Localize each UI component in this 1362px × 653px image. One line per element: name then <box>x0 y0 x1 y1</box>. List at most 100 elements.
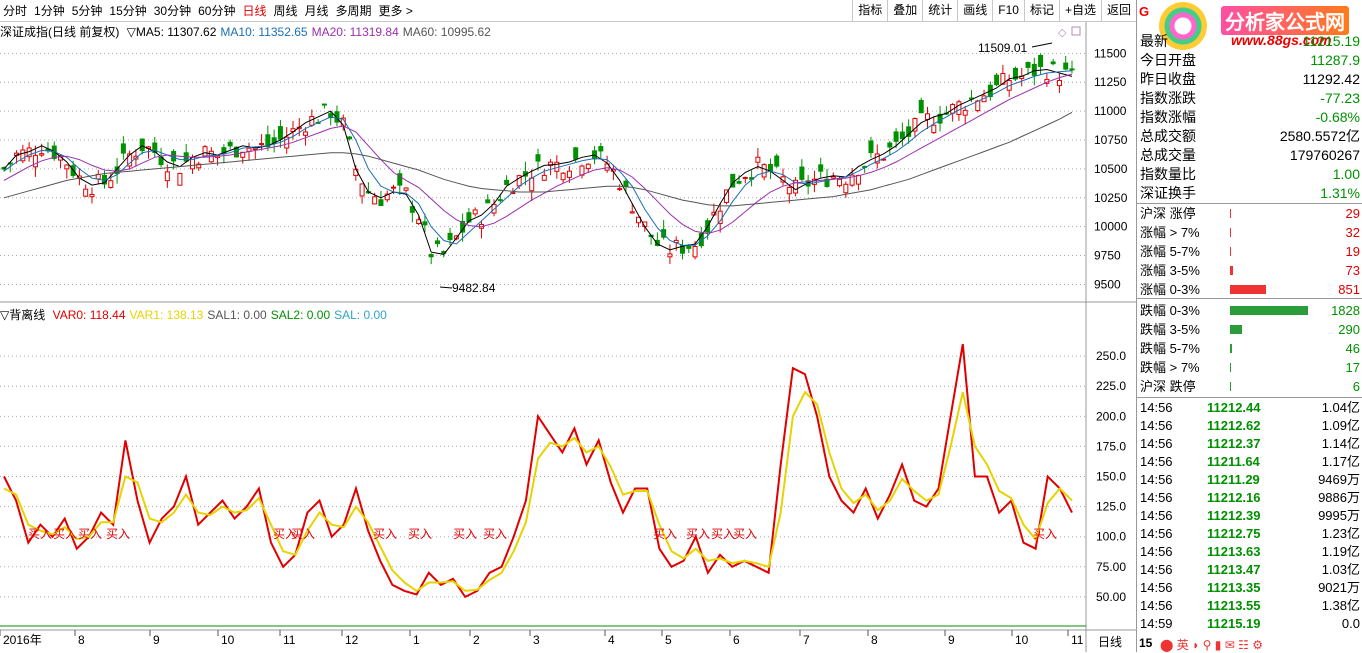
tick-volume: 1.04亿 <box>1321 400 1360 415</box>
period-tab[interactable]: 60分钟 <box>198 4 236 18</box>
candle-body <box>956 101 962 115</box>
period-tab[interactable]: 5分钟 <box>71 4 103 18</box>
buy-signal-label: 买入 <box>711 527 735 541</box>
candle-body <box>372 196 378 205</box>
candle <box>723 189 729 205</box>
period-tab[interactable]: 日线 <box>242 4 267 18</box>
tool-button[interactable]: +自选 <box>1058 0 1101 21</box>
quote-label: 总成交额 <box>1140 128 1196 144</box>
indicator-title[interactable]: ▽背离线 <box>0 308 46 322</box>
candle-body <box>937 113 943 124</box>
tick-volume: 9886万 <box>1318 490 1360 505</box>
candle-body <box>529 177 535 192</box>
tick-row: 14:56 11212.39 9995万 <box>1140 507 1360 525</box>
breadth-value: 1828 <box>1331 303 1360 318</box>
candle-body <box>1031 63 1037 76</box>
period-tab[interactable]: 15分钟 <box>109 4 147 18</box>
candle <box>384 190 390 203</box>
tool-button[interactable]: 返回 <box>1100 0 1136 21</box>
candle-body <box>120 143 126 154</box>
x-tick-label: 2 <box>473 633 480 647</box>
candle-body <box>403 187 409 191</box>
tick-row: 14:56 11212.62 1.09亿 <box>1140 417 1360 435</box>
tick-time: 14:59 <box>1140 616 1173 631</box>
candle <box>661 219 667 240</box>
main-chart-title: 深证成指(日线 前复权) <box>0 25 120 39</box>
breadth-label: 跌幅 0-3% <box>1140 303 1200 318</box>
y-tick-label: 75.00 <box>1096 560 1126 574</box>
x-tick-label: 12 <box>345 633 359 647</box>
candle-body <box>1069 68 1075 71</box>
candle-body <box>83 188 89 197</box>
candle-body <box>196 163 202 169</box>
candle <box>1056 73 1062 93</box>
candle <box>403 187 409 193</box>
tick-price: 11211.64 <box>1207 454 1260 469</box>
period-tab[interactable]: 分时 <box>3 4 28 18</box>
candle-body <box>818 164 824 172</box>
candle <box>478 220 484 239</box>
quote-label: 指数涨幅 <box>1140 109 1196 125</box>
tool-button[interactable]: F10 <box>992 0 1024 21</box>
candle-body <box>1012 67 1018 80</box>
tick-volume: 9021万 <box>1318 580 1360 595</box>
period-tab[interactable]: 多周期 <box>335 4 372 18</box>
candle-body <box>259 143 265 146</box>
ma-line-ma60 <box>3 111 1073 207</box>
period-tab[interactable]: 1分钟 <box>34 4 65 18</box>
candle <box>227 139 233 150</box>
tick-row: 14:56 11213.47 1.03亿 <box>1140 561 1360 579</box>
quote-label: 指数量比 <box>1140 166 1196 182</box>
breadth-bar <box>1230 247 1231 256</box>
period-tab[interactable]: 周线 <box>273 4 298 18</box>
candle <box>152 136 158 158</box>
candle-body <box>164 171 170 182</box>
tick-volume: 1.19亿 <box>1321 544 1360 559</box>
tool-button[interactable]: 指标 <box>852 0 887 21</box>
candle <box>818 157 824 178</box>
y-tick-label: 11000 <box>1094 104 1127 118</box>
candle <box>485 194 491 204</box>
breadth-bar <box>1230 209 1231 218</box>
tool-button[interactable]: 标记 <box>1023 0 1059 21</box>
brand-logo: G 分析家公式网 www.88gs.com <box>1137 0 1362 52</box>
tool-button[interactable]: 叠加 <box>887 0 922 21</box>
candle-body <box>384 193 390 201</box>
period-tab[interactable]: 30分钟 <box>153 4 192 18</box>
candle-body <box>868 140 874 154</box>
quote-row: 今日开盘 11287.9 <box>1140 51 1360 70</box>
x-tick-label: 4 <box>608 633 615 647</box>
candle-body <box>359 183 365 197</box>
tick-price: 11212.44 <box>1207 400 1261 415</box>
tool-button[interactable]: 画线 <box>957 0 992 21</box>
y-tick-label: 50.00 <box>1096 590 1126 604</box>
candle <box>1050 58 1056 66</box>
candle-body <box>1056 79 1062 87</box>
candle <box>171 149 177 170</box>
candle-body <box>328 113 334 119</box>
legend-item: VAR0: 118.44 <box>52 308 126 322</box>
candle <box>347 136 353 141</box>
period-tab[interactable]: 月线 <box>304 4 329 18</box>
period-toolbar: 分时 1分钟 5分钟 15分钟 30分钟 60分钟 日线 周线 月线 多周期 更多 > 指标 叠加 统计… <box>0 0 1136 22</box>
tool-button[interactable]: 统计 <box>922 0 957 21</box>
candle <box>535 148 541 171</box>
panel-separator <box>1137 203 1362 204</box>
candle-body <box>566 170 572 178</box>
buy-signal-label: 买入 <box>28 527 52 541</box>
period-label[interactable]: 日线 <box>1098 635 1123 649</box>
candle-body <box>1000 73 1006 85</box>
candle-body <box>334 111 340 123</box>
tool-buttons: 指标 叠加 统计 画线 F10 标记 +自选 返回 <box>852 0 1136 22</box>
breadth-label: 跌幅 5-7% <box>1140 341 1200 356</box>
candle <box>265 125 271 151</box>
chart-area[interactable]: 11500 11250 11000 10750 10500 10250 10000 9750 9… <box>0 0 1136 652</box>
candle <box>793 177 799 197</box>
x-tick-label: 7 <box>803 633 810 647</box>
breadth-row: 跌幅 3-5% 290 <box>1140 320 1360 339</box>
period-tab[interactable]: 更多 > <box>378 4 413 18</box>
tick-price: 11213.55 <box>1207 598 1261 613</box>
candle-body <box>20 149 26 162</box>
x-tick-label: 2016年 <box>3 633 42 647</box>
buy-signal-label: 买入 <box>273 527 297 541</box>
